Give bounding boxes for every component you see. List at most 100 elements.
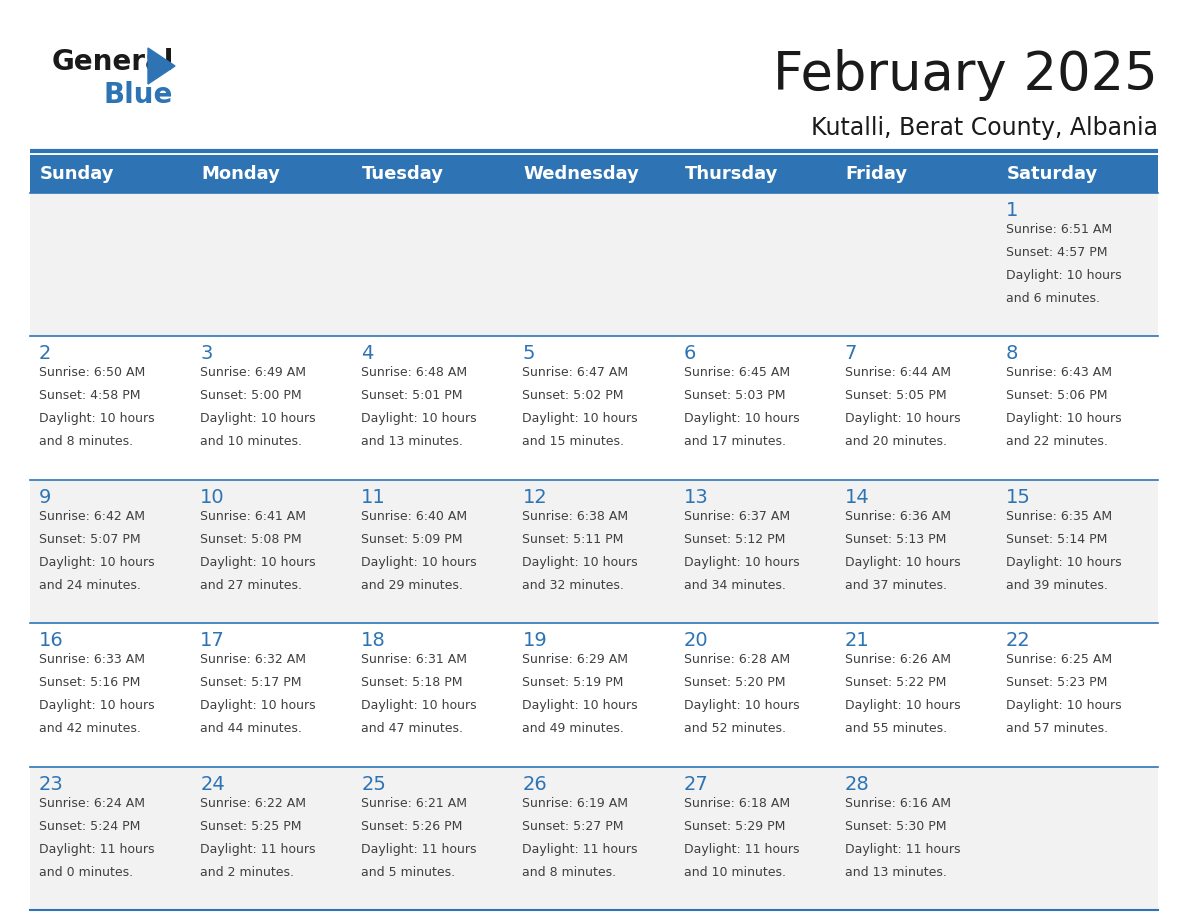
Text: and 20 minutes.: and 20 minutes. — [845, 435, 947, 448]
Bar — [191, 155, 353, 193]
Text: Sunrise: 6:35 AM: Sunrise: 6:35 AM — [1006, 509, 1112, 522]
Text: 27: 27 — [683, 775, 708, 793]
Text: Daylight: 11 hours: Daylight: 11 hours — [200, 843, 316, 856]
Text: Sunset: 5:29 PM: Sunset: 5:29 PM — [683, 820, 785, 833]
Bar — [353, 767, 513, 910]
Text: 26: 26 — [523, 775, 548, 793]
Text: Sunrise: 6:36 AM: Sunrise: 6:36 AM — [845, 509, 950, 522]
Text: Sunrise: 6:19 AM: Sunrise: 6:19 AM — [523, 797, 628, 810]
Text: Sunset: 5:05 PM: Sunset: 5:05 PM — [845, 389, 947, 402]
Bar — [353, 336, 513, 480]
Bar — [997, 623, 1158, 767]
Text: Sunset: 5:23 PM: Sunset: 5:23 PM — [1006, 677, 1107, 689]
Text: 11: 11 — [361, 487, 386, 507]
Bar — [513, 336, 675, 480]
Text: Daylight: 10 hours: Daylight: 10 hours — [1006, 700, 1121, 712]
Text: and 17 minutes.: and 17 minutes. — [683, 435, 785, 448]
Text: Kutalli, Berat County, Albania: Kutalli, Berat County, Albania — [811, 116, 1158, 140]
Bar — [997, 767, 1158, 910]
Text: 19: 19 — [523, 632, 548, 650]
Text: Sunrise: 6:24 AM: Sunrise: 6:24 AM — [39, 797, 145, 810]
Text: Daylight: 10 hours: Daylight: 10 hours — [1006, 412, 1121, 425]
Text: Daylight: 10 hours: Daylight: 10 hours — [39, 555, 154, 569]
Text: and 13 minutes.: and 13 minutes. — [361, 435, 463, 448]
Text: and 57 minutes.: and 57 minutes. — [1006, 722, 1108, 735]
Text: and 44 minutes.: and 44 minutes. — [200, 722, 302, 735]
Text: Sunset: 5:02 PM: Sunset: 5:02 PM — [523, 389, 624, 402]
Text: Sunrise: 6:44 AM: Sunrise: 6:44 AM — [845, 366, 950, 379]
Text: Sunrise: 6:25 AM: Sunrise: 6:25 AM — [1006, 654, 1112, 666]
Text: and 42 minutes.: and 42 minutes. — [39, 722, 141, 735]
Bar — [30, 155, 191, 193]
Text: and 10 minutes.: and 10 minutes. — [200, 435, 302, 448]
Text: General: General — [52, 48, 175, 76]
Bar — [191, 623, 353, 767]
Text: Daylight: 11 hours: Daylight: 11 hours — [845, 843, 960, 856]
Text: Sunset: 5:01 PM: Sunset: 5:01 PM — [361, 389, 463, 402]
Text: 15: 15 — [1006, 487, 1031, 507]
Bar — [513, 480, 675, 623]
Text: Sunrise: 6:41 AM: Sunrise: 6:41 AM — [200, 509, 307, 522]
Text: Blue: Blue — [103, 81, 172, 109]
Text: Daylight: 10 hours: Daylight: 10 hours — [683, 412, 800, 425]
Text: 9: 9 — [39, 487, 51, 507]
Text: Wednesday: Wednesday — [524, 165, 639, 183]
Text: Sunset: 5:30 PM: Sunset: 5:30 PM — [845, 820, 946, 833]
Text: 17: 17 — [200, 632, 225, 650]
Text: Sunrise: 6:47 AM: Sunrise: 6:47 AM — [523, 366, 628, 379]
Bar — [675, 155, 835, 193]
Text: Sunrise: 6:16 AM: Sunrise: 6:16 AM — [845, 797, 950, 810]
Bar — [675, 336, 835, 480]
Text: and 13 minutes.: and 13 minutes. — [845, 866, 947, 879]
Text: Daylight: 10 hours: Daylight: 10 hours — [683, 700, 800, 712]
Text: 3: 3 — [200, 344, 213, 364]
Text: Sunset: 5:22 PM: Sunset: 5:22 PM — [845, 677, 946, 689]
Text: February 2025: February 2025 — [773, 49, 1158, 101]
Bar — [513, 623, 675, 767]
Text: Sunrise: 6:26 AM: Sunrise: 6:26 AM — [845, 654, 950, 666]
Text: Sunrise: 6:32 AM: Sunrise: 6:32 AM — [200, 654, 307, 666]
Text: and 32 minutes.: and 32 minutes. — [523, 579, 625, 592]
Text: Sunrise: 6:42 AM: Sunrise: 6:42 AM — [39, 509, 145, 522]
Text: Daylight: 10 hours: Daylight: 10 hours — [200, 555, 316, 569]
Text: and 34 minutes.: and 34 minutes. — [683, 579, 785, 592]
Text: Sunset: 5:03 PM: Sunset: 5:03 PM — [683, 389, 785, 402]
Text: Sunset: 5:27 PM: Sunset: 5:27 PM — [523, 820, 624, 833]
Text: 13: 13 — [683, 487, 708, 507]
Text: Sunset: 5:20 PM: Sunset: 5:20 PM — [683, 677, 785, 689]
Text: Sunset: 4:58 PM: Sunset: 4:58 PM — [39, 389, 140, 402]
Text: Daylight: 10 hours: Daylight: 10 hours — [361, 555, 476, 569]
Text: and 2 minutes.: and 2 minutes. — [200, 866, 295, 879]
Text: Sunset: 5:25 PM: Sunset: 5:25 PM — [200, 820, 302, 833]
Text: Sunset: 5:17 PM: Sunset: 5:17 PM — [200, 677, 302, 689]
Text: Sunrise: 6:31 AM: Sunrise: 6:31 AM — [361, 654, 467, 666]
Text: Daylight: 10 hours: Daylight: 10 hours — [523, 700, 638, 712]
Text: 12: 12 — [523, 487, 548, 507]
Bar — [835, 767, 997, 910]
Text: and 0 minutes.: and 0 minutes. — [39, 866, 133, 879]
Text: and 27 minutes.: and 27 minutes. — [200, 579, 302, 592]
Text: Daylight: 10 hours: Daylight: 10 hours — [845, 555, 960, 569]
Bar — [513, 767, 675, 910]
Text: Sunset: 5:13 PM: Sunset: 5:13 PM — [845, 532, 946, 546]
Text: Sunrise: 6:45 AM: Sunrise: 6:45 AM — [683, 366, 790, 379]
Text: and 47 minutes.: and 47 minutes. — [361, 722, 463, 735]
Text: Daylight: 11 hours: Daylight: 11 hours — [39, 843, 154, 856]
Text: Daylight: 10 hours: Daylight: 10 hours — [523, 555, 638, 569]
Bar — [835, 193, 997, 336]
Bar — [353, 155, 513, 193]
Bar — [513, 193, 675, 336]
Text: Monday: Monday — [201, 165, 280, 183]
Text: Sunset: 5:18 PM: Sunset: 5:18 PM — [361, 677, 463, 689]
Text: and 49 minutes.: and 49 minutes. — [523, 722, 625, 735]
Text: 22: 22 — [1006, 632, 1031, 650]
Bar — [30, 767, 191, 910]
Bar — [675, 480, 835, 623]
Bar — [835, 155, 997, 193]
Text: Sunrise: 6:40 AM: Sunrise: 6:40 AM — [361, 509, 467, 522]
Text: and 52 minutes.: and 52 minutes. — [683, 722, 785, 735]
Text: Daylight: 11 hours: Daylight: 11 hours — [361, 843, 476, 856]
Text: Sunset: 5:09 PM: Sunset: 5:09 PM — [361, 532, 463, 546]
Text: Daylight: 10 hours: Daylight: 10 hours — [1006, 555, 1121, 569]
Text: 25: 25 — [361, 775, 386, 793]
